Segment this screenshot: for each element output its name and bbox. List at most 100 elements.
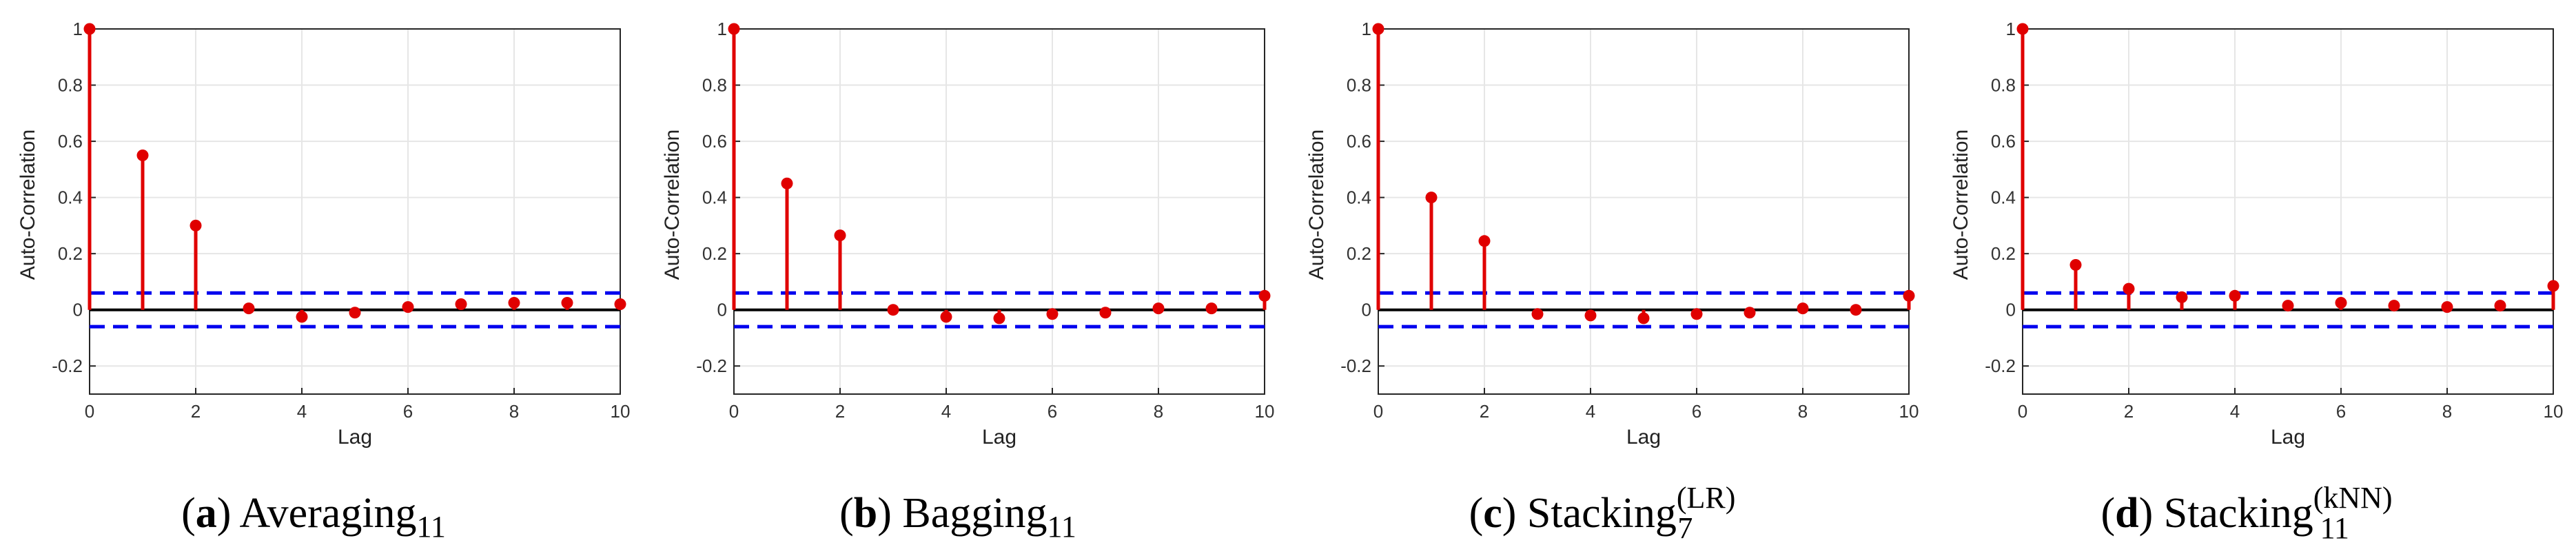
y-axis-label: Auto-Correlation [661, 130, 684, 280]
stem-point-lag-10 [2547, 280, 2559, 292]
stem-point-lag-0 [1372, 23, 1384, 35]
stem-point-lag-9 [1205, 302, 1218, 315]
y-tick-label: 0.4 [702, 187, 727, 208]
y-tick-label: 0.6 [702, 131, 727, 152]
y-tick-label: 0 [717, 300, 727, 320]
x-tick-label: 0 [2018, 401, 2027, 422]
stem-point-lag-7 [1099, 307, 1112, 319]
x-tick-label: 6 [2336, 401, 2346, 422]
stem-point-lag-5 [349, 307, 361, 319]
stem-point-lag-8 [1797, 302, 1809, 315]
y-tick-label: -0.2 [696, 356, 727, 376]
stem-point-lag-9 [561, 297, 573, 309]
stem-point-lag-2 [190, 219, 202, 231]
stem-point-lag-0 [2016, 23, 2029, 35]
x-tick-label: 0 [85, 401, 94, 422]
x-tick-label: 8 [509, 401, 519, 422]
chart-panel-a: -0.200.20.40.60.810 2 4 6 8 10LagAuto-Correla… [17, 19, 630, 544]
y-tick-label: 0.6 [58, 131, 83, 152]
stem-point-lag-8 [508, 297, 520, 309]
y-tick-label: 0 [73, 300, 83, 320]
stem-point-lag-8 [1152, 302, 1165, 315]
x-tick-label: 8 [1154, 401, 1163, 422]
x-tick-label: 2 [835, 401, 845, 422]
stem-point-lag-4 [1584, 309, 1597, 322]
chart-panel-c: -0.200.20.40.60.810 2 4 6 8 10LagAuto-Correla… [1305, 19, 1919, 545]
stem-point-lag-10 [1258, 289, 1271, 302]
stem-point-lag-4 [2229, 289, 2241, 302]
x-tick-label: 8 [1798, 401, 1808, 422]
plot-area-frame [733, 28, 1265, 395]
y-tick-label: 0.8 [702, 75, 727, 96]
y-tick-label: 0.8 [58, 75, 83, 96]
y-tick-label: 0 [1362, 300, 1371, 320]
y-tick-label: -0.2 [1985, 356, 2016, 376]
stem-point-lag-3 [1531, 308, 1544, 320]
y-tick-label: 0.4 [1347, 187, 1371, 208]
x-axis-label: Lag [1626, 426, 1661, 449]
x-tick-label: 0 [729, 401, 739, 422]
x-tick-label: 4 [1586, 401, 1595, 422]
stem-point-lag-2 [2123, 282, 2135, 295]
y-axis-label: Auto-Correlation [17, 130, 39, 280]
y-tick-label: 0.4 [1991, 187, 2016, 208]
x-tick-label: 0 [1373, 401, 1383, 422]
y-tick-label: 0 [2006, 300, 2016, 320]
y-tick-label: -0.2 [52, 356, 83, 376]
stem-point-lag-8 [2441, 301, 2453, 313]
stem-point-lag-2 [834, 229, 846, 242]
panel-caption: (d) Stacking(kNN) 11 [2100, 481, 2392, 545]
y-tick-label: 0.2 [1991, 243, 2016, 264]
y-tick-label: 1 [717, 19, 727, 39]
stem-point-lag-4 [940, 311, 952, 323]
x-tick-label: 8 [2442, 401, 2452, 422]
plot-area-frame [1378, 28, 1910, 395]
stem-point-lag-9 [1850, 304, 1862, 316]
x-tick-label: 10 [1899, 401, 1919, 422]
x-axis-label: Lag [2271, 426, 2305, 449]
x-tick-label: 4 [297, 401, 307, 422]
y-tick-label: 0.8 [1347, 75, 1371, 96]
y-tick-label: 0.2 [1347, 243, 1371, 264]
x-tick-label: 2 [1480, 401, 1489, 422]
stem-point-lag-6 [1690, 308, 1703, 320]
chart-panel-d: -0.200.20.40.60.810 2 4 6 8 10LagAuto-Correla… [1950, 19, 2563, 545]
x-tick-label: 10 [1255, 401, 1275, 422]
x-tick-label: 10 [611, 401, 631, 422]
plot-area-frame [2022, 28, 2554, 395]
x-axis-label: Lag [338, 426, 372, 449]
stem-point-lag-10 [614, 298, 626, 311]
x-tick-label: 10 [2544, 401, 2564, 422]
x-tick-label: 4 [2230, 401, 2240, 422]
x-tick-label: 2 [2124, 401, 2134, 422]
stem-point-lag-3 [243, 302, 255, 315]
x-tick-label: 2 [191, 401, 201, 422]
stem-point-lag-3 [887, 304, 899, 316]
stem-point-lag-9 [2494, 300, 2506, 312]
stem-point-lag-5 [993, 312, 1005, 325]
y-tick-label: -0.2 [1340, 356, 1371, 376]
stem-point-lag-2 [1478, 235, 1491, 247]
x-tick-label: 4 [941, 401, 951, 422]
panel-caption: (c) Stacking(LR) 7 [1469, 481, 1736, 545]
stem-point-lag-10 [1903, 289, 1915, 302]
stem-point-lag-4 [296, 311, 308, 323]
y-axis-label: Auto-Correlation [1305, 130, 1328, 280]
y-tick-label: 0.6 [1991, 131, 2016, 152]
stem-point-lag-0 [728, 23, 740, 35]
y-tick-label: 1 [2006, 19, 2016, 39]
stem-point-lag-5 [1637, 312, 1650, 325]
stem-point-lag-7 [455, 298, 467, 311]
stem-point-lag-1 [781, 177, 793, 189]
stem-point-lag-6 [2335, 297, 2347, 309]
x-tick-label: 6 [1692, 401, 1701, 422]
y-tick-label: 0.8 [1991, 75, 2016, 96]
plot-area-frame [89, 28, 621, 395]
y-tick-label: 0.4 [58, 187, 83, 208]
panel-caption: (a) Averaging11 [181, 490, 446, 544]
stem-point-lag-0 [83, 23, 96, 35]
stem-point-lag-1 [136, 149, 149, 161]
stem-point-lag-6 [1046, 308, 1059, 320]
x-axis-label: Lag [982, 426, 1016, 449]
stem-point-lag-3 [2176, 291, 2188, 303]
